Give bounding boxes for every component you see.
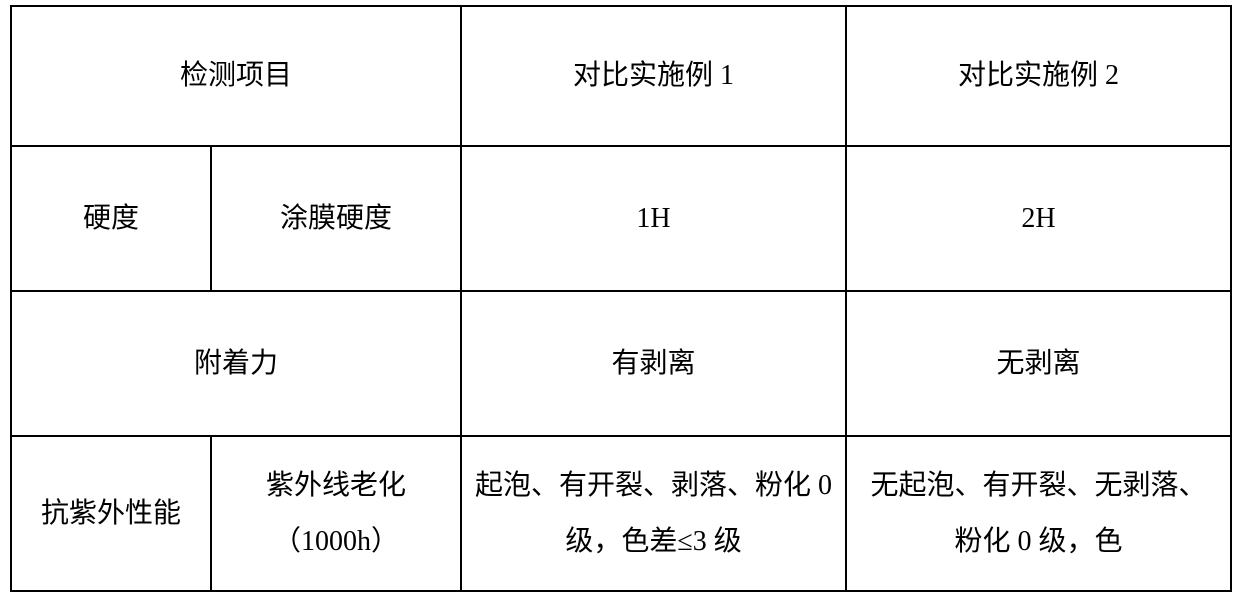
cell-adhesion-category: 附着力 — [11, 291, 461, 436]
table-row-adhesion: 附着力 有剥离 无剥离 — [11, 291, 1231, 436]
header-comp2: 对比实施例 2 — [846, 6, 1231, 146]
cell-hardness-val1: 1H — [461, 146, 846, 291]
cell-hardness-category: 硬度 — [11, 146, 211, 291]
cell-adhesion-val1: 有剥离 — [461, 291, 846, 436]
data-table-container: 检测项目 对比实施例 1 对比实施例 2 硬度 涂膜硬度 1H 2H 附着力 有… — [10, 5, 1230, 592]
table-row-uv: 抗紫外性能 紫外线老化（1000h） 起泡、有开裂、剥落、粉化 0 级，色差≤3… — [11, 436, 1231, 591]
comparison-table: 检测项目 对比实施例 1 对比实施例 2 硬度 涂膜硬度 1H 2H 附着力 有… — [10, 5, 1232, 592]
cell-hardness-val2: 2H — [846, 146, 1231, 291]
cell-uv-category: 抗紫外性能 — [11, 436, 211, 591]
table-row-hardness: 硬度 涂膜硬度 1H 2H — [11, 146, 1231, 291]
cell-uv-subitem: 紫外线老化（1000h） — [211, 436, 461, 591]
table-header-row: 检测项目 对比实施例 1 对比实施例 2 — [11, 6, 1231, 146]
header-test-item: 检测项目 — [11, 6, 461, 146]
cell-adhesion-val2: 无剥离 — [846, 291, 1231, 436]
cell-hardness-subitem: 涂膜硬度 — [211, 146, 461, 291]
header-comp1: 对比实施例 1 — [461, 6, 846, 146]
cell-uv-val2: 无起泡、有开裂、无剥落、粉化 0 级，色 — [846, 436, 1231, 591]
cell-uv-val1: 起泡、有开裂、剥落、粉化 0 级，色差≤3 级 — [461, 436, 846, 591]
